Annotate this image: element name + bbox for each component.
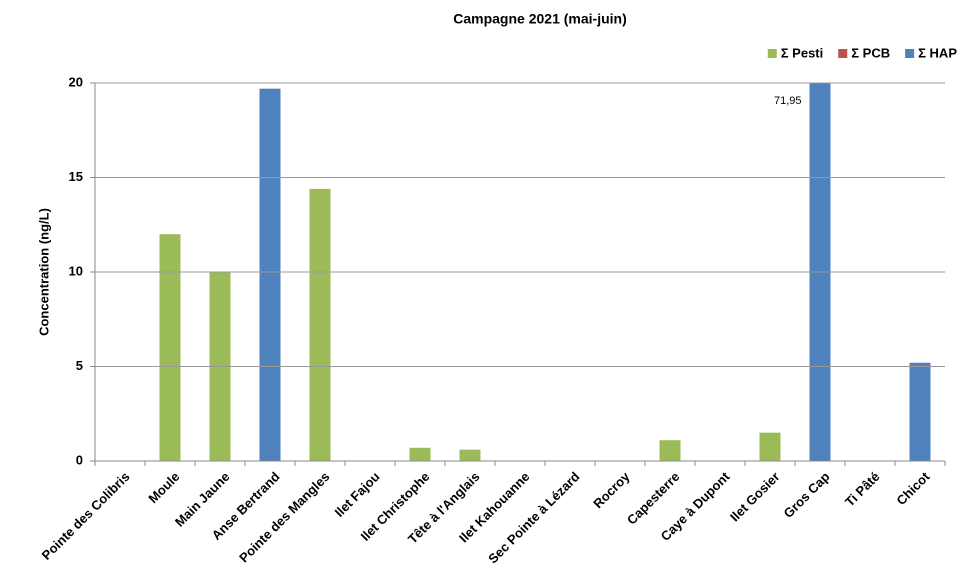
chart-title: Campagne 2021 (mai-juin)	[453, 11, 627, 27]
x-tick-label: Ilet Gosier	[727, 469, 783, 525]
x-tick-label: Pointe des Colibris	[39, 469, 133, 563]
legend-label: Σ PCB	[851, 45, 890, 60]
x-tick-label: Moule	[145, 469, 182, 506]
legend-label: Σ HAP	[918, 45, 957, 60]
legend-swatch	[905, 49, 915, 58]
y-tick-label: 5	[76, 358, 83, 373]
bar	[409, 447, 431, 461]
x-tick-label: Gros Cap	[781, 469, 833, 521]
bar	[759, 432, 781, 461]
bar	[659, 440, 681, 461]
bar	[309, 188, 331, 461]
x-tick-label: Sec Pointe à Lézard	[485, 469, 582, 566]
legend-label: Σ Pesti	[781, 45, 824, 60]
bar	[159, 234, 181, 461]
legend-swatch	[838, 49, 848, 58]
x-tick-label: Ilet Fajou	[332, 469, 383, 520]
data-label: 71,95	[774, 95, 802, 107]
x-tick-label: Pointe des Mangles	[236, 469, 332, 565]
y-tick-label: 0	[76, 452, 83, 467]
bar	[259, 88, 281, 461]
bar	[909, 362, 931, 461]
plot-area	[159, 83, 931, 461]
y-tick-label: 20	[69, 74, 83, 89]
x-tick-label: Chicot	[893, 468, 933, 508]
bar	[809, 83, 831, 461]
y-tick-label: 10	[69, 263, 83, 278]
x-tick-label: Rocroy	[590, 468, 633, 511]
y-tick-label: 15	[69, 169, 83, 184]
y-axis-label: Concentration (ng/L)	[36, 208, 51, 336]
x-tick-label: Ti Pâté	[842, 469, 883, 510]
bar	[459, 449, 481, 461]
legend-swatch	[767, 49, 777, 58]
